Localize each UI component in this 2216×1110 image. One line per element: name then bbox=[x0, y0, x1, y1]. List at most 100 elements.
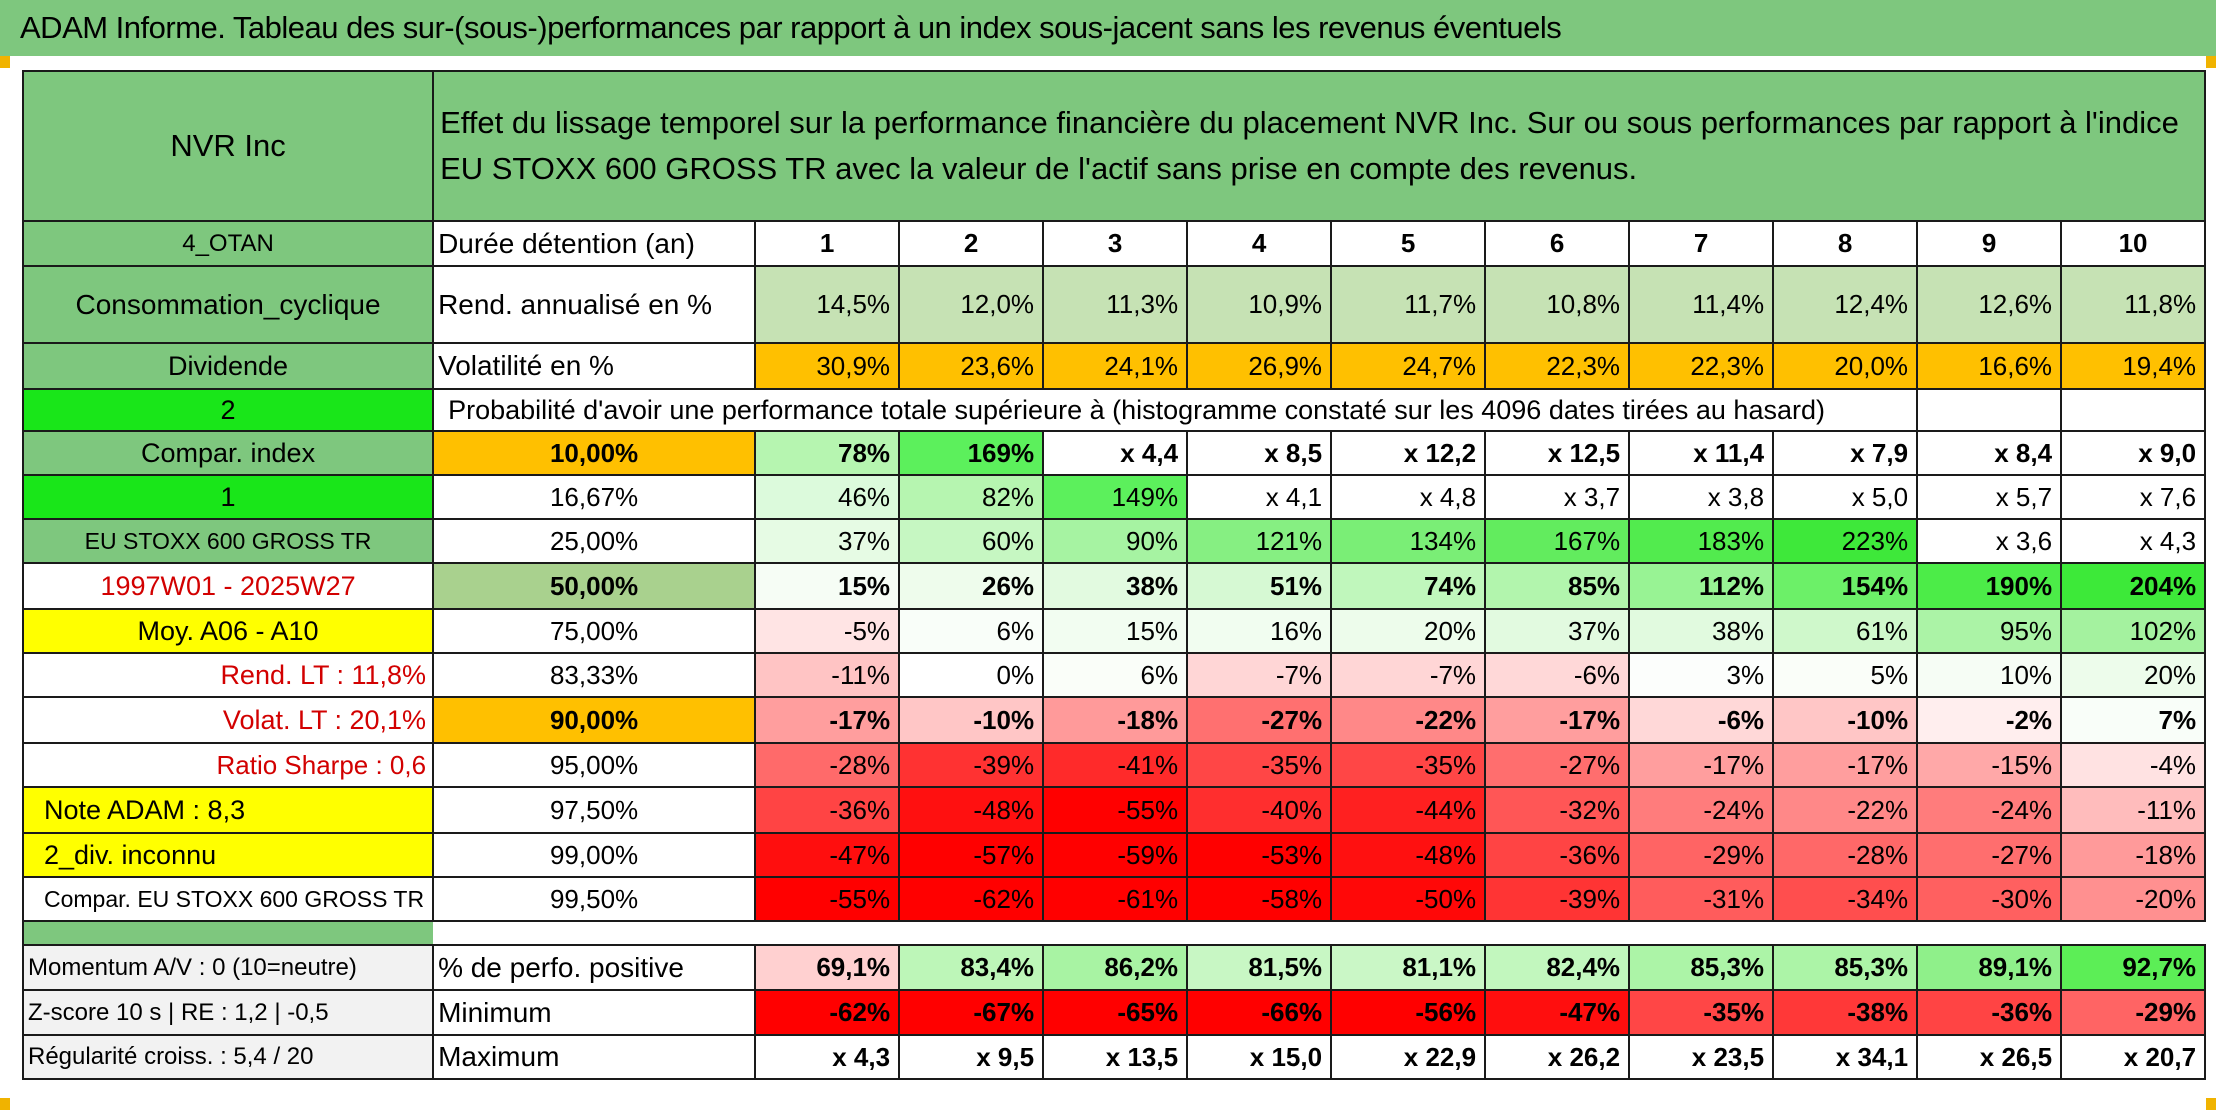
rend-value: 11,4% bbox=[1628, 265, 1775, 344]
probability-cell: 204% bbox=[2060, 562, 2207, 610]
probability-cell: 26% bbox=[898, 562, 1045, 610]
period-label: 1997W01 - 2025W27 bbox=[21, 562, 435, 610]
probability-cell: 15% bbox=[1042, 608, 1189, 654]
probability-cell: -28% bbox=[1772, 832, 1919, 878]
probability-cell: 154% bbox=[1772, 562, 1919, 610]
probability-cell: x 12,2 bbox=[1330, 430, 1487, 476]
probability-cell: -35% bbox=[1186, 742, 1333, 788]
positive-cell: 81,5% bbox=[1186, 944, 1333, 991]
maximum-cell: x 26,5 bbox=[1916, 1034, 2063, 1080]
probability-cell: -27% bbox=[1916, 832, 2063, 878]
probability-cell: -5% bbox=[754, 608, 901, 654]
probability-cell: 5% bbox=[1772, 652, 1919, 698]
rend-value: 14,5% bbox=[754, 265, 901, 344]
probability-cell: 15% bbox=[754, 562, 901, 610]
probability-threshold: 50,00% bbox=[432, 562, 757, 610]
year-header: 2 bbox=[898, 220, 1045, 267]
probability-cell: -22% bbox=[1772, 786, 1919, 834]
year-header: 7 bbox=[1628, 220, 1775, 267]
minimum-label: Minimum bbox=[432, 989, 757, 1036]
corner-marker bbox=[0, 1098, 10, 1110]
volat-value: 20,0% bbox=[1772, 342, 1919, 390]
probability-cell: x 7,6 bbox=[2060, 474, 2207, 520]
probability-cell: -24% bbox=[1628, 786, 1775, 834]
probability-cell: 223% bbox=[1772, 518, 1919, 564]
selector-1[interactable]: 1 bbox=[21, 474, 435, 520]
probability-threshold: 16,67% bbox=[432, 474, 757, 520]
probability-cell: -4% bbox=[2060, 742, 2207, 788]
probability-cell: 90% bbox=[1042, 518, 1189, 564]
maximum-cell: x 9,5 bbox=[898, 1034, 1045, 1080]
probability-cell: x 3,7 bbox=[1484, 474, 1631, 520]
maximum-cell: x 13,5 bbox=[1042, 1034, 1189, 1080]
probability-cell: 0% bbox=[898, 652, 1045, 698]
rend-value: 10,9% bbox=[1186, 265, 1333, 344]
volat-value: 24,7% bbox=[1330, 342, 1487, 390]
rend-value: 12,6% bbox=[1916, 265, 2063, 344]
separator-cell bbox=[21, 920, 434, 946]
proba-label: Probabilité d'avoir une performance tota… bbox=[432, 388, 1919, 432]
probability-threshold: 95,00% bbox=[432, 742, 757, 788]
year-header: 4 bbox=[1186, 220, 1333, 267]
minimum-cell: -35% bbox=[1628, 989, 1775, 1036]
probability-cell: -22% bbox=[1330, 696, 1487, 744]
probability-cell: 61% bbox=[1772, 608, 1919, 654]
year-header: 1 bbox=[754, 220, 901, 267]
maximum-label: Maximum bbox=[432, 1034, 757, 1080]
probability-cell: 95% bbox=[1916, 608, 2063, 654]
probability-cell: -50% bbox=[1330, 876, 1487, 922]
positive-cell: 86,2% bbox=[1042, 944, 1189, 991]
maximum-cell: x 23,5 bbox=[1628, 1034, 1775, 1080]
probability-cell: -18% bbox=[1042, 696, 1189, 744]
minimum-cell: -66% bbox=[1186, 989, 1333, 1036]
probability-cell: 112% bbox=[1628, 562, 1775, 610]
minimum-cell: -56% bbox=[1330, 989, 1487, 1036]
volat-value: 30,9% bbox=[754, 342, 901, 390]
probability-cell: 190% bbox=[1916, 562, 2063, 610]
corner-marker bbox=[0, 56, 10, 68]
duree-label: Durée détention (an) bbox=[432, 220, 757, 267]
probability-cell: -48% bbox=[898, 786, 1045, 834]
probability-cell: -28% bbox=[754, 742, 901, 788]
regularite-label: Régularité croiss. : 5,4 / 20 bbox=[21, 1034, 435, 1080]
compar-index-label: Compar. index bbox=[21, 430, 435, 476]
probability-cell: -27% bbox=[1186, 696, 1333, 744]
volat-value: 22,3% bbox=[1628, 342, 1775, 390]
probability-cell: -20% bbox=[2060, 876, 2207, 922]
probability-cell: 169% bbox=[898, 430, 1045, 476]
rend-lt-label: Rend. LT : 11,8% bbox=[21, 652, 435, 698]
probability-cell: 183% bbox=[1628, 518, 1775, 564]
probability-cell: 134% bbox=[1330, 518, 1487, 564]
probability-cell: -32% bbox=[1484, 786, 1631, 834]
index-name: EU STOXX 600 GROSS TR bbox=[21, 518, 435, 564]
momentum-label: Momentum A/V : 0 (10=neutre) bbox=[21, 944, 435, 991]
minimum-cell: -29% bbox=[2060, 989, 2207, 1036]
probability-cell: -48% bbox=[1330, 832, 1487, 878]
probability-cell: -29% bbox=[1628, 832, 1775, 878]
probability-cell: -58% bbox=[1186, 876, 1333, 922]
corner-marker bbox=[2206, 56, 2216, 68]
probability-cell: 60% bbox=[898, 518, 1045, 564]
probability-cell: 6% bbox=[898, 608, 1045, 654]
probability-cell: -62% bbox=[898, 876, 1045, 922]
probability-cell: 51% bbox=[1186, 562, 1333, 610]
probability-cell: x 12,5 bbox=[1484, 430, 1631, 476]
minimum-cell: -36% bbox=[1916, 989, 2063, 1036]
probability-cell: x 7,9 bbox=[1772, 430, 1919, 476]
probability-cell: -59% bbox=[1042, 832, 1189, 878]
volat-label: Volatilité en % bbox=[432, 342, 757, 390]
selector-2[interactable]: 2 bbox=[21, 388, 435, 432]
maximum-cell: x 34,1 bbox=[1772, 1034, 1919, 1080]
separator-cell bbox=[433, 920, 2206, 946]
probability-threshold: 75,00% bbox=[432, 608, 757, 654]
zscore-label: Z-score 10 s | RE : 1,2 | -0,5 bbox=[21, 989, 435, 1036]
volat-value: 16,6% bbox=[1916, 342, 2063, 390]
probability-threshold: 90,00% bbox=[432, 696, 757, 744]
probability-cell: 10% bbox=[1916, 652, 2063, 698]
probability-cell: 7% bbox=[2060, 696, 2207, 744]
positive-cell: 89,1% bbox=[1916, 944, 2063, 991]
probability-threshold: 83,33% bbox=[432, 652, 757, 698]
probability-cell: -55% bbox=[1042, 786, 1189, 834]
probability-cell: -6% bbox=[1628, 696, 1775, 744]
probability-cell: 121% bbox=[1186, 518, 1333, 564]
